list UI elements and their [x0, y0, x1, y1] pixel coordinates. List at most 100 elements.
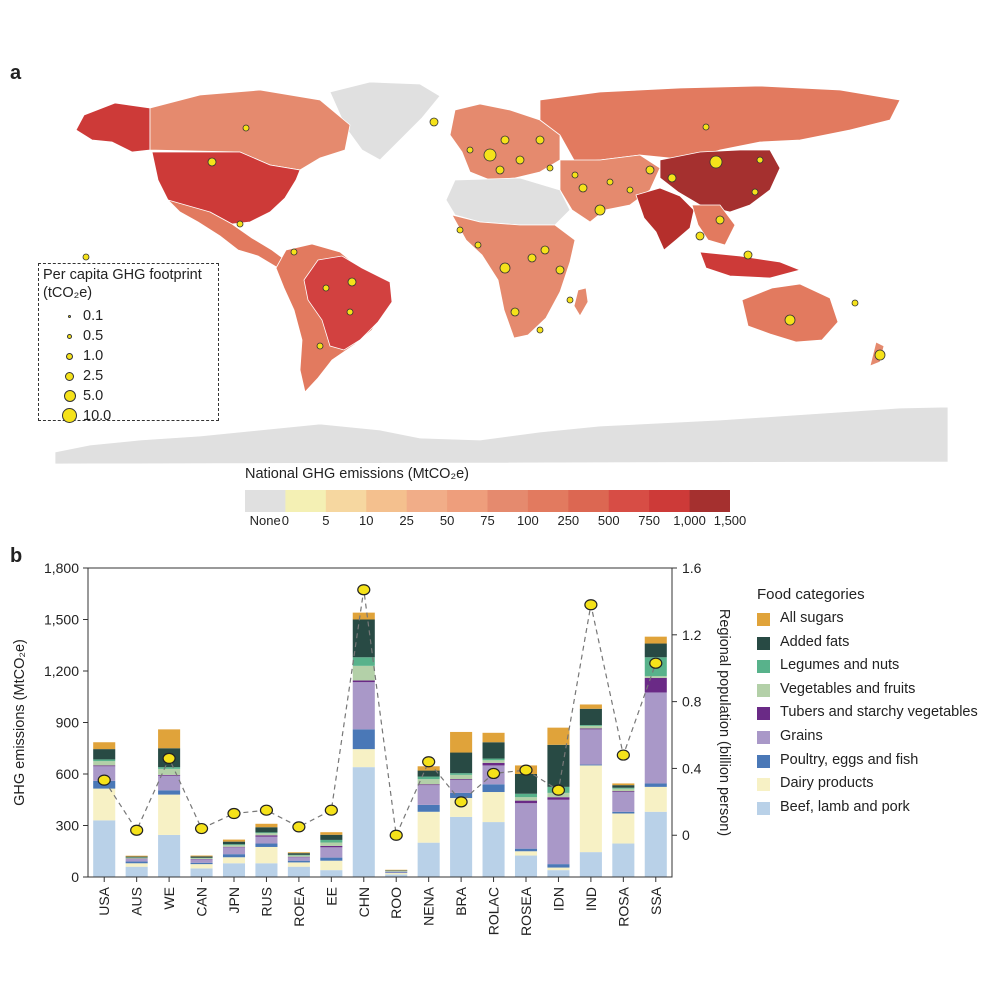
footprint-bubble — [429, 117, 439, 127]
bar-segment — [222, 841, 246, 845]
bar-segment — [320, 842, 343, 846]
legend-label: All sugars — [780, 610, 844, 626]
bar-segment — [158, 767, 181, 769]
bar-segment — [547, 799, 570, 865]
bar-segment — [547, 727, 570, 745]
food-categories-title: Food categories — [757, 586, 865, 603]
bar-segment — [320, 834, 343, 840]
bar-segment — [320, 857, 343, 861]
footprint-bubble — [751, 188, 759, 196]
bar-segment — [417, 785, 440, 805]
x-tick-label: IND — [583, 887, 599, 911]
size-legend-row: 10.0 — [39, 406, 220, 426]
legend-swatch — [757, 613, 770, 626]
bar-segment — [514, 851, 538, 856]
bar-segment — [190, 868, 213, 877]
legend-label: Tubers and starchy vegetables — [780, 704, 978, 721]
color-scale-tick-label: 75 — [480, 513, 495, 528]
bar-segment — [320, 870, 343, 877]
size-legend-value: 1.0 — [83, 348, 104, 364]
y-tick-label: 600 — [56, 766, 80, 782]
size-legend-value: 0.1 — [83, 308, 104, 324]
map-antarctica — [54, 406, 949, 465]
legend-label: Added fats — [780, 633, 850, 650]
bar-segment — [222, 846, 246, 848]
footprint-bubble — [566, 296, 574, 304]
color-scale-segment — [366, 490, 408, 512]
bar-segment — [125, 857, 148, 859]
population-marker — [130, 824, 144, 836]
bar-segment — [579, 725, 602, 729]
color-scale-tick-label: 10 — [359, 513, 374, 528]
bar-segment — [190, 858, 213, 859]
footprint-bubble — [290, 248, 298, 256]
bar-segment — [255, 835, 278, 837]
bar-segment — [158, 775, 181, 791]
color-scale-segment — [527, 490, 569, 512]
bar-segment — [255, 827, 278, 833]
bar-segment — [612, 843, 635, 877]
bar-segment — [385, 870, 408, 871]
footprint-bubble — [645, 165, 655, 175]
color-scale-tick-label: 5 — [322, 513, 330, 528]
bar-segment — [482, 762, 505, 766]
x-tick-label: NENA — [421, 886, 437, 926]
bar-segment — [222, 839, 246, 842]
footprint-bubble — [715, 215, 725, 225]
color-scale-segment — [285, 490, 327, 512]
bar-segment — [579, 708, 602, 726]
bar-segment — [287, 860, 310, 863]
population-marker — [259, 804, 274, 816]
population-marker — [454, 796, 468, 808]
bar-segment — [125, 858, 148, 862]
bar-segment — [514, 855, 538, 877]
footprint-bubble — [536, 326, 544, 334]
bar-segment — [450, 779, 473, 781]
x-tick-label: EE — [323, 887, 339, 906]
size-legend-row: 5.0 — [39, 386, 220, 406]
footprint-bubble — [535, 135, 545, 145]
x-tick-label: SSA — [648, 886, 664, 915]
color-scale-segment — [325, 490, 367, 512]
bar-segment — [644, 811, 667, 877]
footprint-bubble — [456, 226, 464, 234]
size-legend-value: 10.0 — [83, 408, 112, 424]
legend-label: Vegetables and fruits — [780, 680, 916, 697]
size-legend-dot — [65, 372, 74, 381]
color-scale-tick-label: 1,500 — [713, 513, 747, 528]
size-legend-value: 2.5 — [83, 368, 104, 384]
footprint-bubble — [82, 253, 90, 261]
legend-swatch — [757, 636, 770, 650]
y2-tick-label: 0.4 — [682, 760, 702, 776]
emissions-bar-chart: 0 300 600 900 1,200 1,500 1,800 0 0.4 0.8 1.2 1.6 GH… — [12, 560, 732, 936]
bar-segment — [644, 636, 667, 644]
footprint-bubble — [702, 123, 710, 131]
bar-segment — [190, 859, 213, 863]
y2-tick-label: 1.6 — [682, 560, 702, 576]
footprint-bubble — [695, 231, 705, 241]
bar-segment — [417, 766, 440, 771]
bar-segment — [482, 822, 505, 877]
bar-segment — [158, 794, 181, 835]
footprint-bubble — [626, 186, 634, 194]
map-russia — [539, 85, 901, 163]
bar-segment — [482, 760, 505, 763]
footprint-bubble — [851, 299, 859, 307]
bar-segment — [222, 863, 246, 877]
footprint-bubble — [495, 165, 505, 175]
bar-segment — [612, 788, 635, 792]
bar-segment — [287, 857, 310, 861]
bar-segment — [93, 742, 116, 750]
color-scale-tick-label: 50 — [439, 513, 455, 528]
bar-segment — [287, 856, 310, 858]
footprint-bubble — [510, 307, 520, 317]
color-scale-segment — [447, 490, 488, 512]
bar-segment — [644, 692, 667, 784]
legend-label: Legumes and nuts — [780, 657, 900, 674]
bar-segment — [93, 820, 116, 877]
bar-segment — [385, 871, 408, 873]
size-legend-row: 2.5 — [39, 366, 220, 386]
bar-segment — [417, 804, 440, 812]
color-scale-tick-label: 750 — [638, 513, 661, 528]
bar-segment — [579, 728, 602, 730]
